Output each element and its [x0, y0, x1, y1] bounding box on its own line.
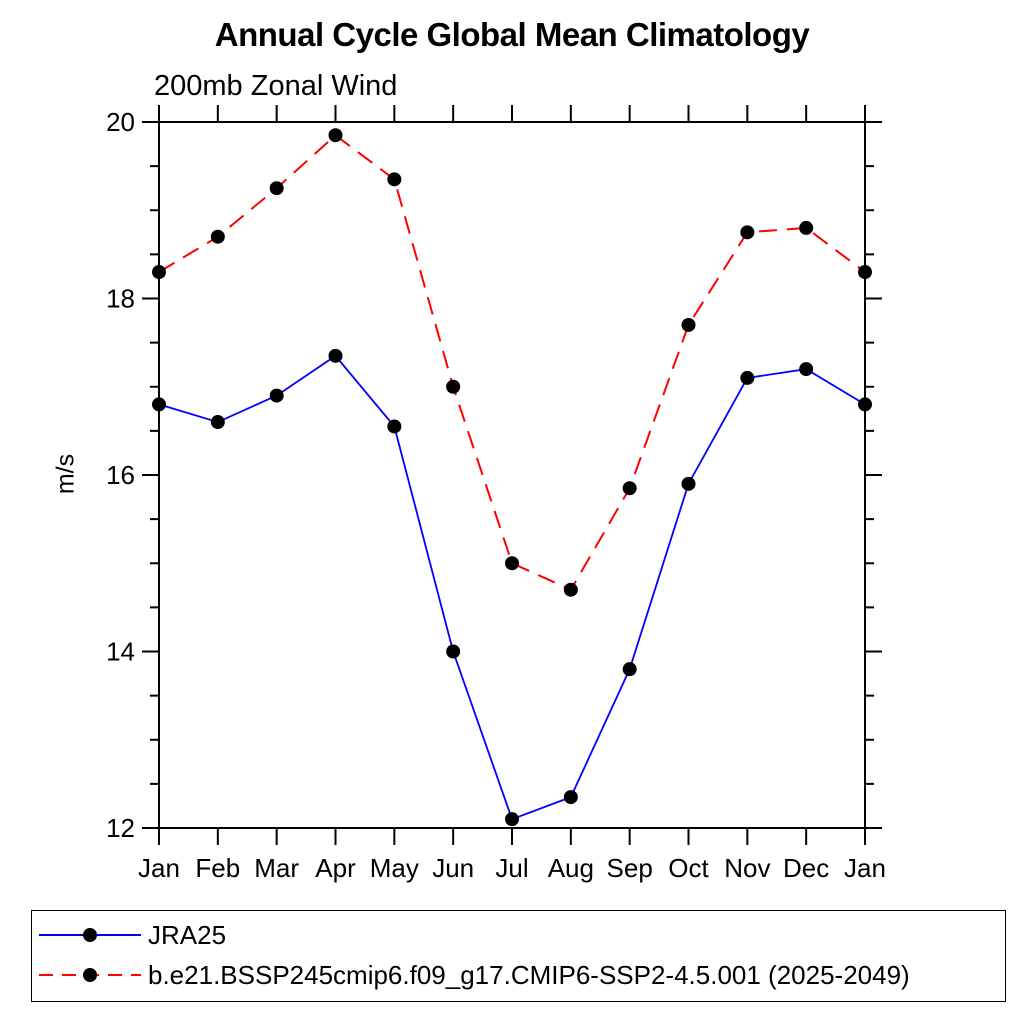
data-point-series-1 [387, 172, 402, 187]
data-point-series-1 [799, 220, 814, 235]
data-point-series-0 [446, 644, 461, 659]
legend-label-model: b.e21.BSSP245cmip6.f09_g17.CMIP6-SSP2-4.… [148, 959, 910, 990]
data-point-series-0 [799, 362, 814, 377]
data-point-series-1 [152, 265, 166, 280]
x-tick-label: Nov [724, 853, 770, 883]
data-point-series-0 [740, 370, 755, 385]
x-tick-label: Jun [432, 853, 474, 883]
x-tick-label: Mar [254, 853, 299, 883]
data-point-series-0 [210, 415, 225, 430]
legend-label-jra25: JRA25 [148, 919, 227, 950]
chart-subtitle: 200mb Zonal Wind [154, 70, 398, 102]
legend-entry-jra25: JRA25 [32, 915, 226, 955]
data-point-series-1 [210, 229, 225, 244]
x-tick-label: Feb [195, 853, 240, 883]
data-point-series-0 [505, 812, 519, 827]
y-tick-label: 16 [106, 460, 135, 490]
data-point-series-1 [740, 225, 755, 240]
data-point-series-1 [858, 265, 872, 280]
series-line-0 [158, 354, 866, 821]
legend-marker-dot [83, 928, 97, 942]
data-point-series-0 [152, 397, 166, 412]
x-tick-label: Apr [315, 853, 356, 883]
x-tick-label: Jan [138, 853, 180, 883]
x-tick-label: Sep [607, 853, 653, 883]
data-point-series-0 [681, 476, 696, 491]
x-tick-label: Aug [548, 853, 594, 883]
x-tick-label: May [370, 853, 419, 883]
data-point-series-1 [681, 317, 696, 332]
data-point-series-1 [505, 556, 519, 571]
legend-sample-line-solid [39, 928, 141, 942]
x-tick-label: Jul [495, 853, 528, 883]
data-point-series-1 [269, 181, 284, 196]
data-point-series-1 [446, 379, 461, 394]
chart-title: Annual Cycle Global Mean Climatology [214, 16, 810, 53]
y-tick-label: 14 [106, 637, 135, 667]
legend-sample-line-dashed [39, 968, 141, 982]
data-point-series-0 [563, 790, 578, 805]
x-tick-label: Oct [668, 853, 709, 883]
x-tick-label: Jan [844, 853, 886, 883]
legend: JRA25 b.e21.BSSP245cmip6.f09_g17.CMIP6-S… [31, 910, 1006, 1002]
x-tick-label: Dec [783, 853, 829, 883]
data-point-series-1 [563, 582, 578, 597]
data-point-series-0 [622, 662, 637, 677]
series-line-1 [158, 133, 866, 592]
legend-marker-dot [83, 968, 97, 982]
y-tick-label: 20 [106, 107, 135, 137]
data-point-series-0 [387, 419, 402, 434]
y-tick-label: 18 [106, 284, 135, 314]
data-point-series-1 [622, 481, 637, 496]
plot-frame [158, 121, 866, 829]
y-tick-label: 12 [106, 813, 135, 843]
data-point-series-1 [328, 128, 343, 143]
data-point-series-0 [269, 388, 284, 403]
legend-entry-model: b.e21.BSSP245cmip6.f09_g17.CMIP6-SSP2-4.… [32, 955, 910, 995]
data-point-series-0 [858, 397, 872, 412]
data-point-series-0 [328, 348, 343, 363]
